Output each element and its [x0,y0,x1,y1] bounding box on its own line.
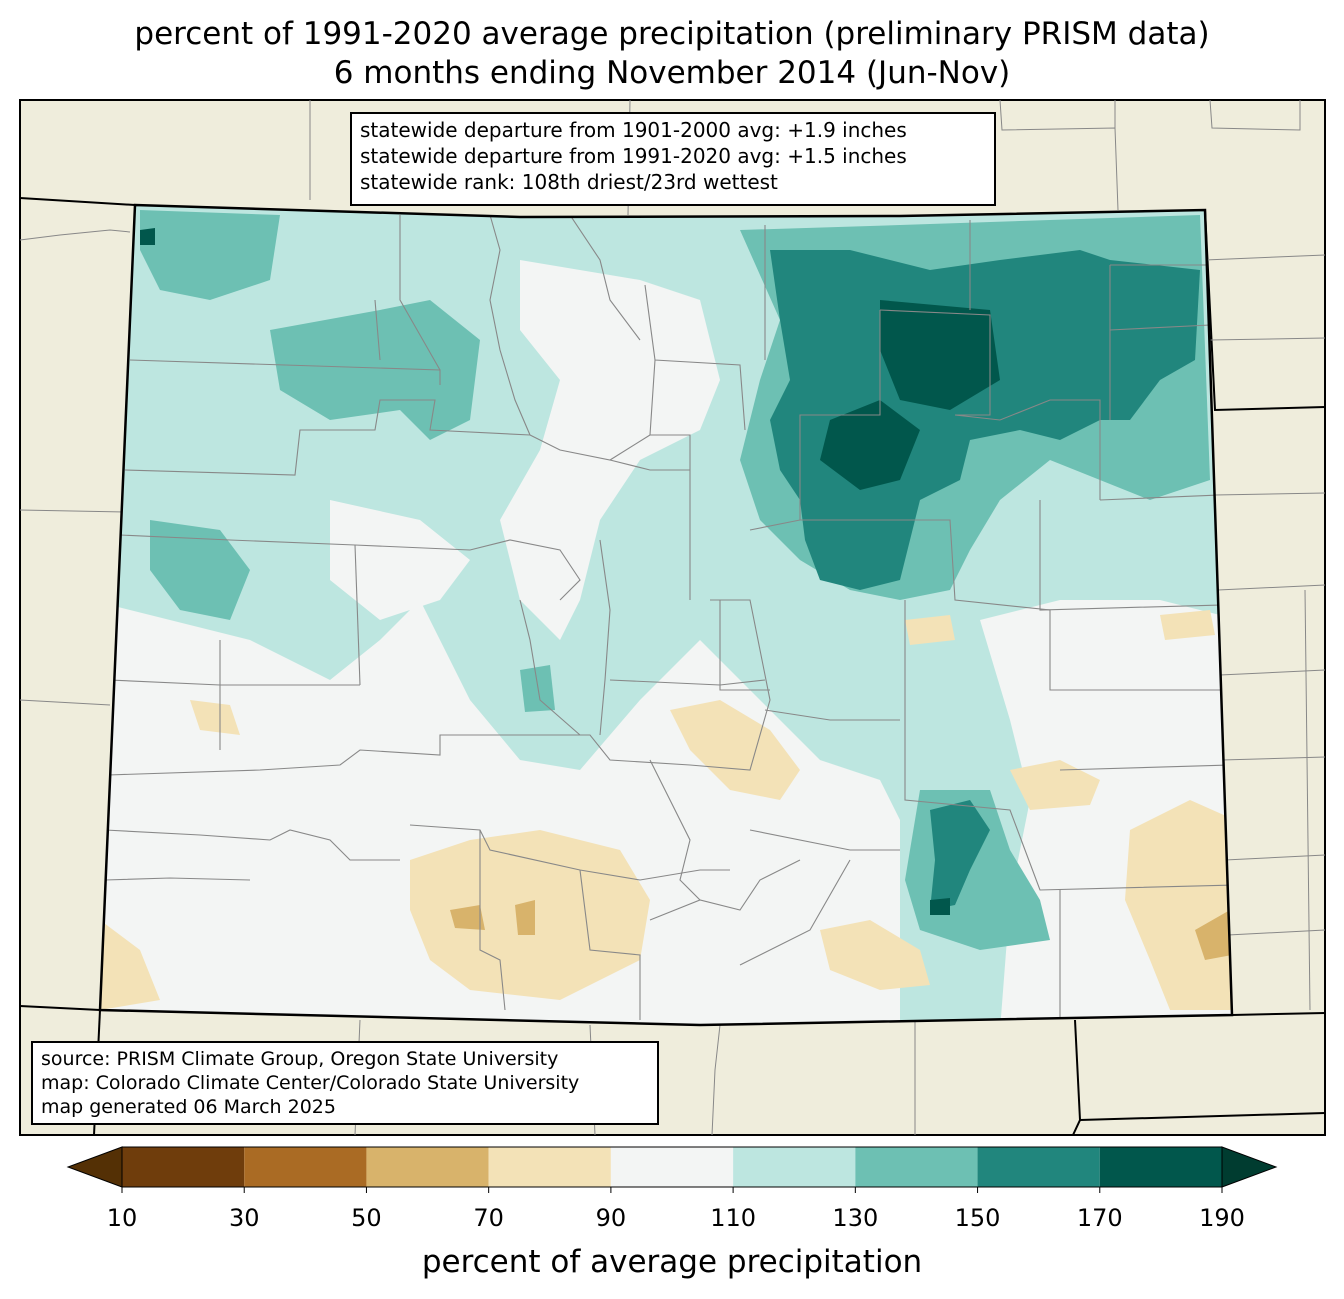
stats-line1: statewide departure from 1901-2000 avg: … [360,118,907,142]
colorbar-tick-label: 190 [1199,1204,1245,1232]
colorbar-segment [244,1147,367,1187]
credits-line3: map generated 06 March 2025 [41,1096,336,1118]
credits-line2: map: Colorado Climate Center/Colorado St… [41,1072,580,1094]
statewide-stats-box: statewide departure from 1901-2000 avg: … [350,112,996,206]
colorbar-label: percent of average precipitation [421,1244,923,1280]
precipitation-field [100,205,1232,1025]
colorbar-outline [121,1146,1223,1188]
colorbar-tick-label: 150 [954,1204,1001,1232]
colorbar-tick-label: 110 [710,1204,757,1232]
colorbar-tick-label: 10 [106,1204,138,1232]
colorbar-over-extension [1221,1146,1278,1188]
colorbar-segment [610,1147,734,1187]
colorbar-tick-label: 130 [832,1204,879,1232]
colorbar-tick-label: 70 [473,1204,504,1232]
colorbar-tick-label: 90 [595,1204,627,1232]
map-title-line2: 6 months ending November 2014 (Jun-Nov) [333,55,1011,91]
colorbar-segment [977,1147,1100,1187]
stats-line3: statewide rank: 108th driest/23rd wettes… [360,170,778,194]
colorbar-tick-label: 170 [1076,1204,1123,1232]
colorbar-tick-label: 50 [351,1204,382,1232]
colorbar-segment [733,1147,856,1187]
colorbar-segment [366,1147,489,1187]
county-lines [104,214,1232,1020]
stats-line2: statewide departure from 1991-2020 avg: … [360,144,907,168]
colorbar-under-extension [66,1146,123,1188]
colorbar-segment [855,1147,978,1187]
colorbar-segment [122,1147,245,1187]
credits-box: source: PRISM Climate Group, Oregon Stat… [31,1041,659,1125]
colorbar-tick-label: 30 [228,1204,260,1232]
colorbar-segment [488,1147,611,1187]
colorbar-segment [1099,1147,1222,1187]
map-title-line1: percent of 1991-2020 average precipitati… [134,16,1210,52]
credits-line1: source: PRISM Climate Group, Oregon Stat… [41,1048,559,1070]
colorbar [66,1146,1278,1193]
neighbor-county-lines [19,99,1326,1136]
colorado-border [98,203,1234,1027]
